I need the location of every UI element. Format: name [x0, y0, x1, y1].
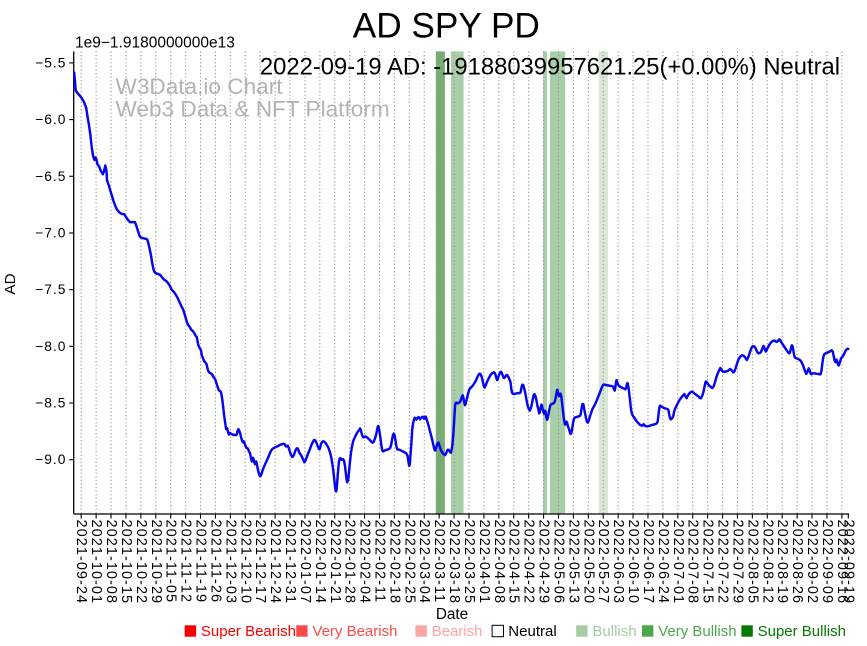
- svg-text:2022-01-14: 2022-01-14: [312, 520, 328, 605]
- svg-text:1e9−1.9180000000e13: 1e9−1.9180000000e13: [75, 34, 235, 51]
- svg-text:2022-04-15: 2022-04-15: [506, 520, 522, 605]
- svg-text:−8.5: −8.5: [35, 396, 66, 411]
- svg-text:Super Bearish: Super Bearish: [201, 623, 296, 640]
- svg-text:AD: AD: [2, 273, 19, 294]
- svg-text:AD SPY PD: AD SPY PD: [353, 6, 540, 45]
- svg-text:2021-12-03: 2021-12-03: [222, 520, 238, 605]
- svg-text:2022-08-19: 2022-08-19: [774, 520, 790, 605]
- svg-text:2022-02-11: 2022-02-11: [372, 520, 388, 604]
- svg-text:2022-07-29: 2022-07-29: [729, 520, 745, 605]
- svg-text:2022-07-08: 2022-07-08: [685, 520, 701, 605]
- svg-text:2022-09-19 AD: -19188039957621: 2022-09-19 AD: -19188039957621.25(+0.00%…: [260, 54, 840, 81]
- svg-text:2022-05-06: 2022-05-06: [550, 520, 566, 605]
- svg-text:W3Data.io Chart: W3Data.io Chart: [116, 74, 284, 99]
- svg-text:−6.5: −6.5: [35, 169, 66, 184]
- svg-text:2022-09-19: 2022-09-19: [840, 520, 856, 605]
- svg-text:2021-11-12: 2021-11-12: [178, 520, 194, 604]
- svg-text:Bullish: Bullish: [592, 623, 636, 640]
- svg-text:2022-03-11: 2022-03-11: [431, 520, 447, 604]
- svg-text:2021-11-19: 2021-11-19: [193, 520, 209, 604]
- svg-text:Very Bullish: Very Bullish: [658, 623, 736, 640]
- svg-text:2022-03-25: 2022-03-25: [461, 520, 477, 605]
- svg-text:2022-04-01: 2022-04-01: [476, 520, 492, 605]
- svg-text:2022-09-16: 2022-09-16: [834, 520, 850, 605]
- svg-text:2021-10-15: 2021-10-15: [118, 520, 134, 605]
- svg-text:2021-12-17: 2021-12-17: [252, 520, 268, 605]
- svg-text:2021-12-31: 2021-12-31: [282, 520, 298, 605]
- svg-text:2022-05-27: 2022-05-27: [595, 520, 611, 605]
- svg-text:2022-05-20: 2022-05-20: [580, 520, 596, 605]
- svg-text:2022-05-13: 2022-05-13: [565, 520, 581, 605]
- svg-text:2021-09-24: 2021-09-24: [73, 520, 89, 605]
- svg-text:2022-02-18: 2022-02-18: [386, 520, 402, 605]
- svg-text:2022-07-15: 2022-07-15: [700, 520, 716, 605]
- svg-text:2021-10-01: 2021-10-01: [88, 520, 104, 605]
- svg-text:2022-08-05: 2022-08-05: [744, 520, 760, 605]
- svg-text:2021-10-29: 2021-10-29: [148, 520, 164, 605]
- svg-text:−6.0: −6.0: [35, 112, 66, 127]
- svg-text:−7.5: −7.5: [35, 282, 66, 297]
- svg-text:2021-11-26: 2021-11-26: [207, 520, 223, 604]
- svg-text:Neutral: Neutral: [508, 623, 556, 640]
- svg-text:2022-01-28: 2022-01-28: [342, 520, 358, 605]
- svg-text:2021-10-08: 2021-10-08: [103, 520, 119, 605]
- svg-text:2022-06-03: 2022-06-03: [610, 520, 626, 605]
- svg-text:−5.5: −5.5: [35, 55, 66, 70]
- svg-text:Bearish: Bearish: [432, 623, 483, 640]
- svg-text:−9.0: −9.0: [35, 452, 66, 467]
- svg-text:2022-06-17: 2022-06-17: [640, 520, 656, 605]
- svg-text:2022-01-21: 2022-01-21: [327, 520, 343, 605]
- svg-text:2021-10-22: 2021-10-22: [133, 520, 149, 605]
- svg-text:2022-07-01: 2022-07-01: [670, 520, 686, 605]
- svg-text:2022-08-26: 2022-08-26: [789, 520, 805, 605]
- svg-text:Web3 Data & NFT Platform: Web3 Data & NFT Platform: [116, 97, 390, 122]
- svg-text:Date: Date: [436, 606, 468, 623]
- svg-text:Super Bullish: Super Bullish: [758, 623, 846, 640]
- svg-text:2022-01-07: 2022-01-07: [297, 520, 313, 605]
- svg-text:2022-06-24: 2022-06-24: [655, 520, 671, 605]
- svg-text:−8.0: −8.0: [35, 339, 66, 354]
- svg-text:Very Bearish: Very Bearish: [312, 623, 397, 640]
- svg-text:2022-06-10: 2022-06-10: [625, 520, 641, 605]
- svg-text:2022-04-29: 2022-04-29: [536, 520, 552, 605]
- svg-text:2022-04-08: 2022-04-08: [491, 520, 507, 605]
- svg-text:2022-09-09: 2022-09-09: [819, 520, 835, 605]
- svg-text:2022-03-04: 2022-03-04: [416, 520, 432, 605]
- svg-text:2022-09-02: 2022-09-02: [804, 520, 820, 605]
- svg-text:2022-03-18: 2022-03-18: [446, 520, 462, 605]
- svg-text:2021-12-24: 2021-12-24: [267, 520, 283, 605]
- svg-text:2022-04-22: 2022-04-22: [521, 520, 537, 605]
- svg-text:2021-12-10: 2021-12-10: [237, 520, 253, 605]
- svg-text:2022-07-22: 2022-07-22: [715, 520, 731, 605]
- svg-text:2022-02-25: 2022-02-25: [401, 520, 417, 605]
- svg-text:2022-02-04: 2022-02-04: [357, 520, 373, 605]
- svg-text:2021-11-05: 2021-11-05: [163, 520, 179, 604]
- svg-text:−7.0: −7.0: [35, 225, 66, 240]
- svg-text:2022-08-12: 2022-08-12: [759, 520, 775, 605]
